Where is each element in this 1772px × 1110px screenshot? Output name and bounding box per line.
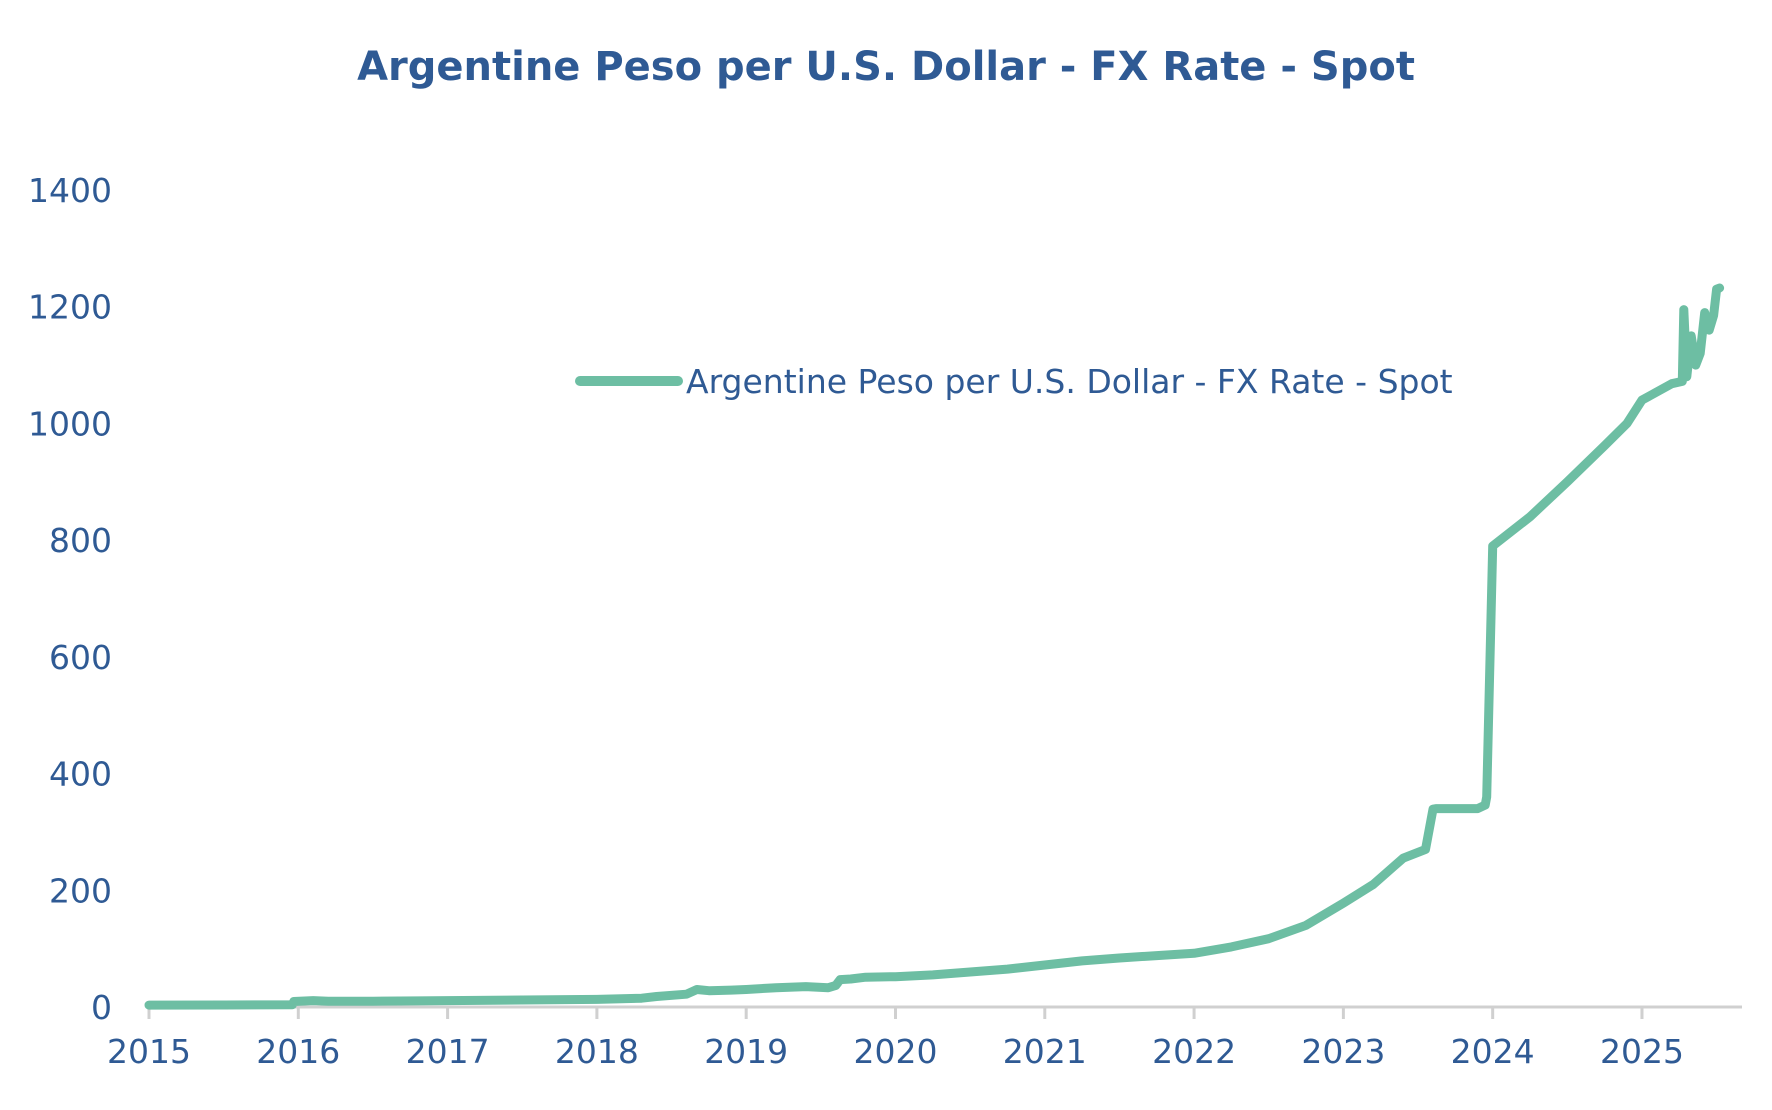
y-tick-label-1000: 1000: [28, 404, 112, 443]
y-tick-label-600: 600: [49, 638, 112, 677]
series-line-0: [144, 283, 1725, 1010]
x-tick-label-2017: 2017: [406, 1032, 490, 1071]
legend-label-0: Argentine Peso per U.S. Dollar - FX Rate…: [686, 362, 1453, 401]
x-tick-label-2019: 2019: [704, 1032, 788, 1071]
x-tick-label-2024: 2024: [1451, 1032, 1535, 1071]
x-tick-label-2023: 2023: [1301, 1032, 1385, 1071]
y-tick-label-0: 0: [91, 988, 112, 1027]
x-tick-label-2021: 2021: [1003, 1032, 1087, 1071]
y-tick-label-1200: 1200: [28, 288, 112, 327]
y-tick-label-1400: 1400: [28, 171, 112, 210]
y-axis-ticks: 0 200 400 600 800 1000 1200 1400: [28, 171, 112, 1027]
x-tick-label-2020: 2020: [853, 1032, 937, 1071]
y-tick-label-200: 200: [49, 871, 112, 910]
series-layer: [144, 283, 1725, 1010]
legend: Argentine Peso per U.S. Dollar - FX Rate…: [575, 362, 1453, 401]
x-tick-label-2025: 2025: [1600, 1032, 1684, 1071]
y-tick-label-800: 800: [49, 521, 112, 560]
x-tick-label-2018: 2018: [555, 1032, 639, 1071]
y-tick-label-400: 400: [49, 755, 112, 794]
x-axis: 2015 2016 2017 2018 2019 2020 2021 2022 2023 2024…: [107, 1005, 1742, 1071]
chart-title: Argentine Peso per U.S. Dollar - FX Rate…: [357, 44, 1415, 90]
x-tick-label-2016: 2016: [256, 1032, 340, 1071]
x-tick-label-2022: 2022: [1152, 1032, 1236, 1071]
x-tick-label-2015: 2015: [107, 1032, 191, 1071]
